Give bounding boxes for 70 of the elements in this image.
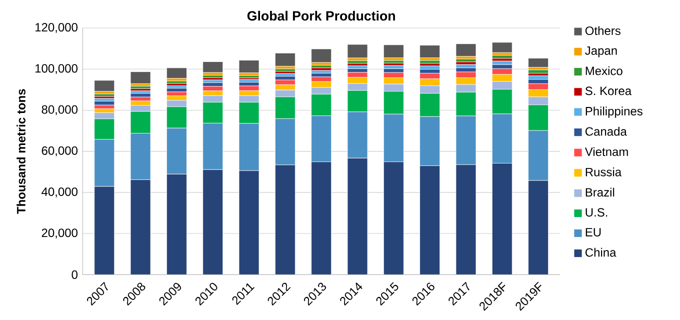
legend-label: Canada: [585, 126, 627, 136]
bar: [94, 98, 115, 102]
bar: [456, 164, 476, 275]
bar: [166, 174, 187, 275]
y-tick-label: 0: [72, 270, 78, 279]
bar: [383, 60, 404, 64]
bar: [528, 70, 549, 74]
bar: [130, 90, 151, 94]
legend-label: Japan: [585, 46, 617, 58]
bar: [130, 86, 151, 89]
bar: [130, 179, 151, 275]
legend-label: Philippines: [586, 106, 642, 118]
bar: [347, 66, 368, 69]
bar: [238, 75, 260, 78]
legend-label: Others: [585, 26, 620, 36]
bar: [94, 186, 115, 275]
bar: [166, 92, 187, 96]
bar: [130, 96, 151, 102]
bar: [492, 58, 512, 62]
y-axis-title: Thousand metric tons: [16, 89, 26, 214]
bar: [166, 83, 187, 86]
bar: [202, 80, 224, 83]
bar: [311, 48, 332, 63]
legend-label: Vietnam: [584, 147, 628, 156]
bar: [420, 45, 440, 58]
bar: [456, 62, 476, 65]
y-tick-label: 100,000: [36, 64, 78, 74]
legend-label: EU: [586, 228, 601, 236]
bar: [311, 162, 332, 275]
bar: [347, 63, 368, 66]
bar: [383, 162, 404, 275]
bar: [202, 86, 224, 92]
bar: [94, 80, 115, 92]
bar: [492, 163, 512, 275]
bar: [94, 100, 115, 106]
bar: [347, 44, 368, 58]
bar: [166, 68, 187, 79]
bar: [420, 66, 440, 70]
bar: [347, 158, 368, 275]
chart-title: Global Pork Production: [247, 10, 395, 21]
bar: [274, 164, 296, 275]
bar: [528, 180, 549, 275]
bar: [383, 44, 404, 58]
legend-label: Russia: [586, 168, 622, 176]
bar: [238, 60, 260, 74]
legend-label: U.S.: [586, 208, 608, 217]
bar: [130, 72, 151, 84]
y-tick-label: 20,000: [42, 228, 78, 238]
bar: [274, 52, 296, 66]
bar: [238, 170, 260, 275]
bar: [492, 42, 512, 53]
bar: [202, 169, 224, 275]
legend-label: S. Korea: [585, 86, 632, 96]
bar: [528, 76, 549, 80]
y-tick-label: 120,000: [36, 23, 78, 33]
legend-label: Mexico: [586, 66, 622, 76]
bar: [420, 60, 440, 64]
legend-label: Brazil: [586, 188, 614, 197]
bar: [420, 166, 440, 275]
legend-label: China: [585, 248, 616, 257]
bar: [492, 60, 512, 65]
y-tick-label: 80,000: [42, 105, 78, 116]
bar: [202, 62, 224, 73]
bar: [311, 70, 332, 74]
bar: [274, 71, 296, 74]
bar: [456, 58, 476, 62]
bar: [528, 58, 549, 68]
y-tick-label: 60,000: [42, 146, 78, 156]
bar: [456, 44, 476, 57]
y-tick-label: 40,000: [42, 187, 78, 198]
